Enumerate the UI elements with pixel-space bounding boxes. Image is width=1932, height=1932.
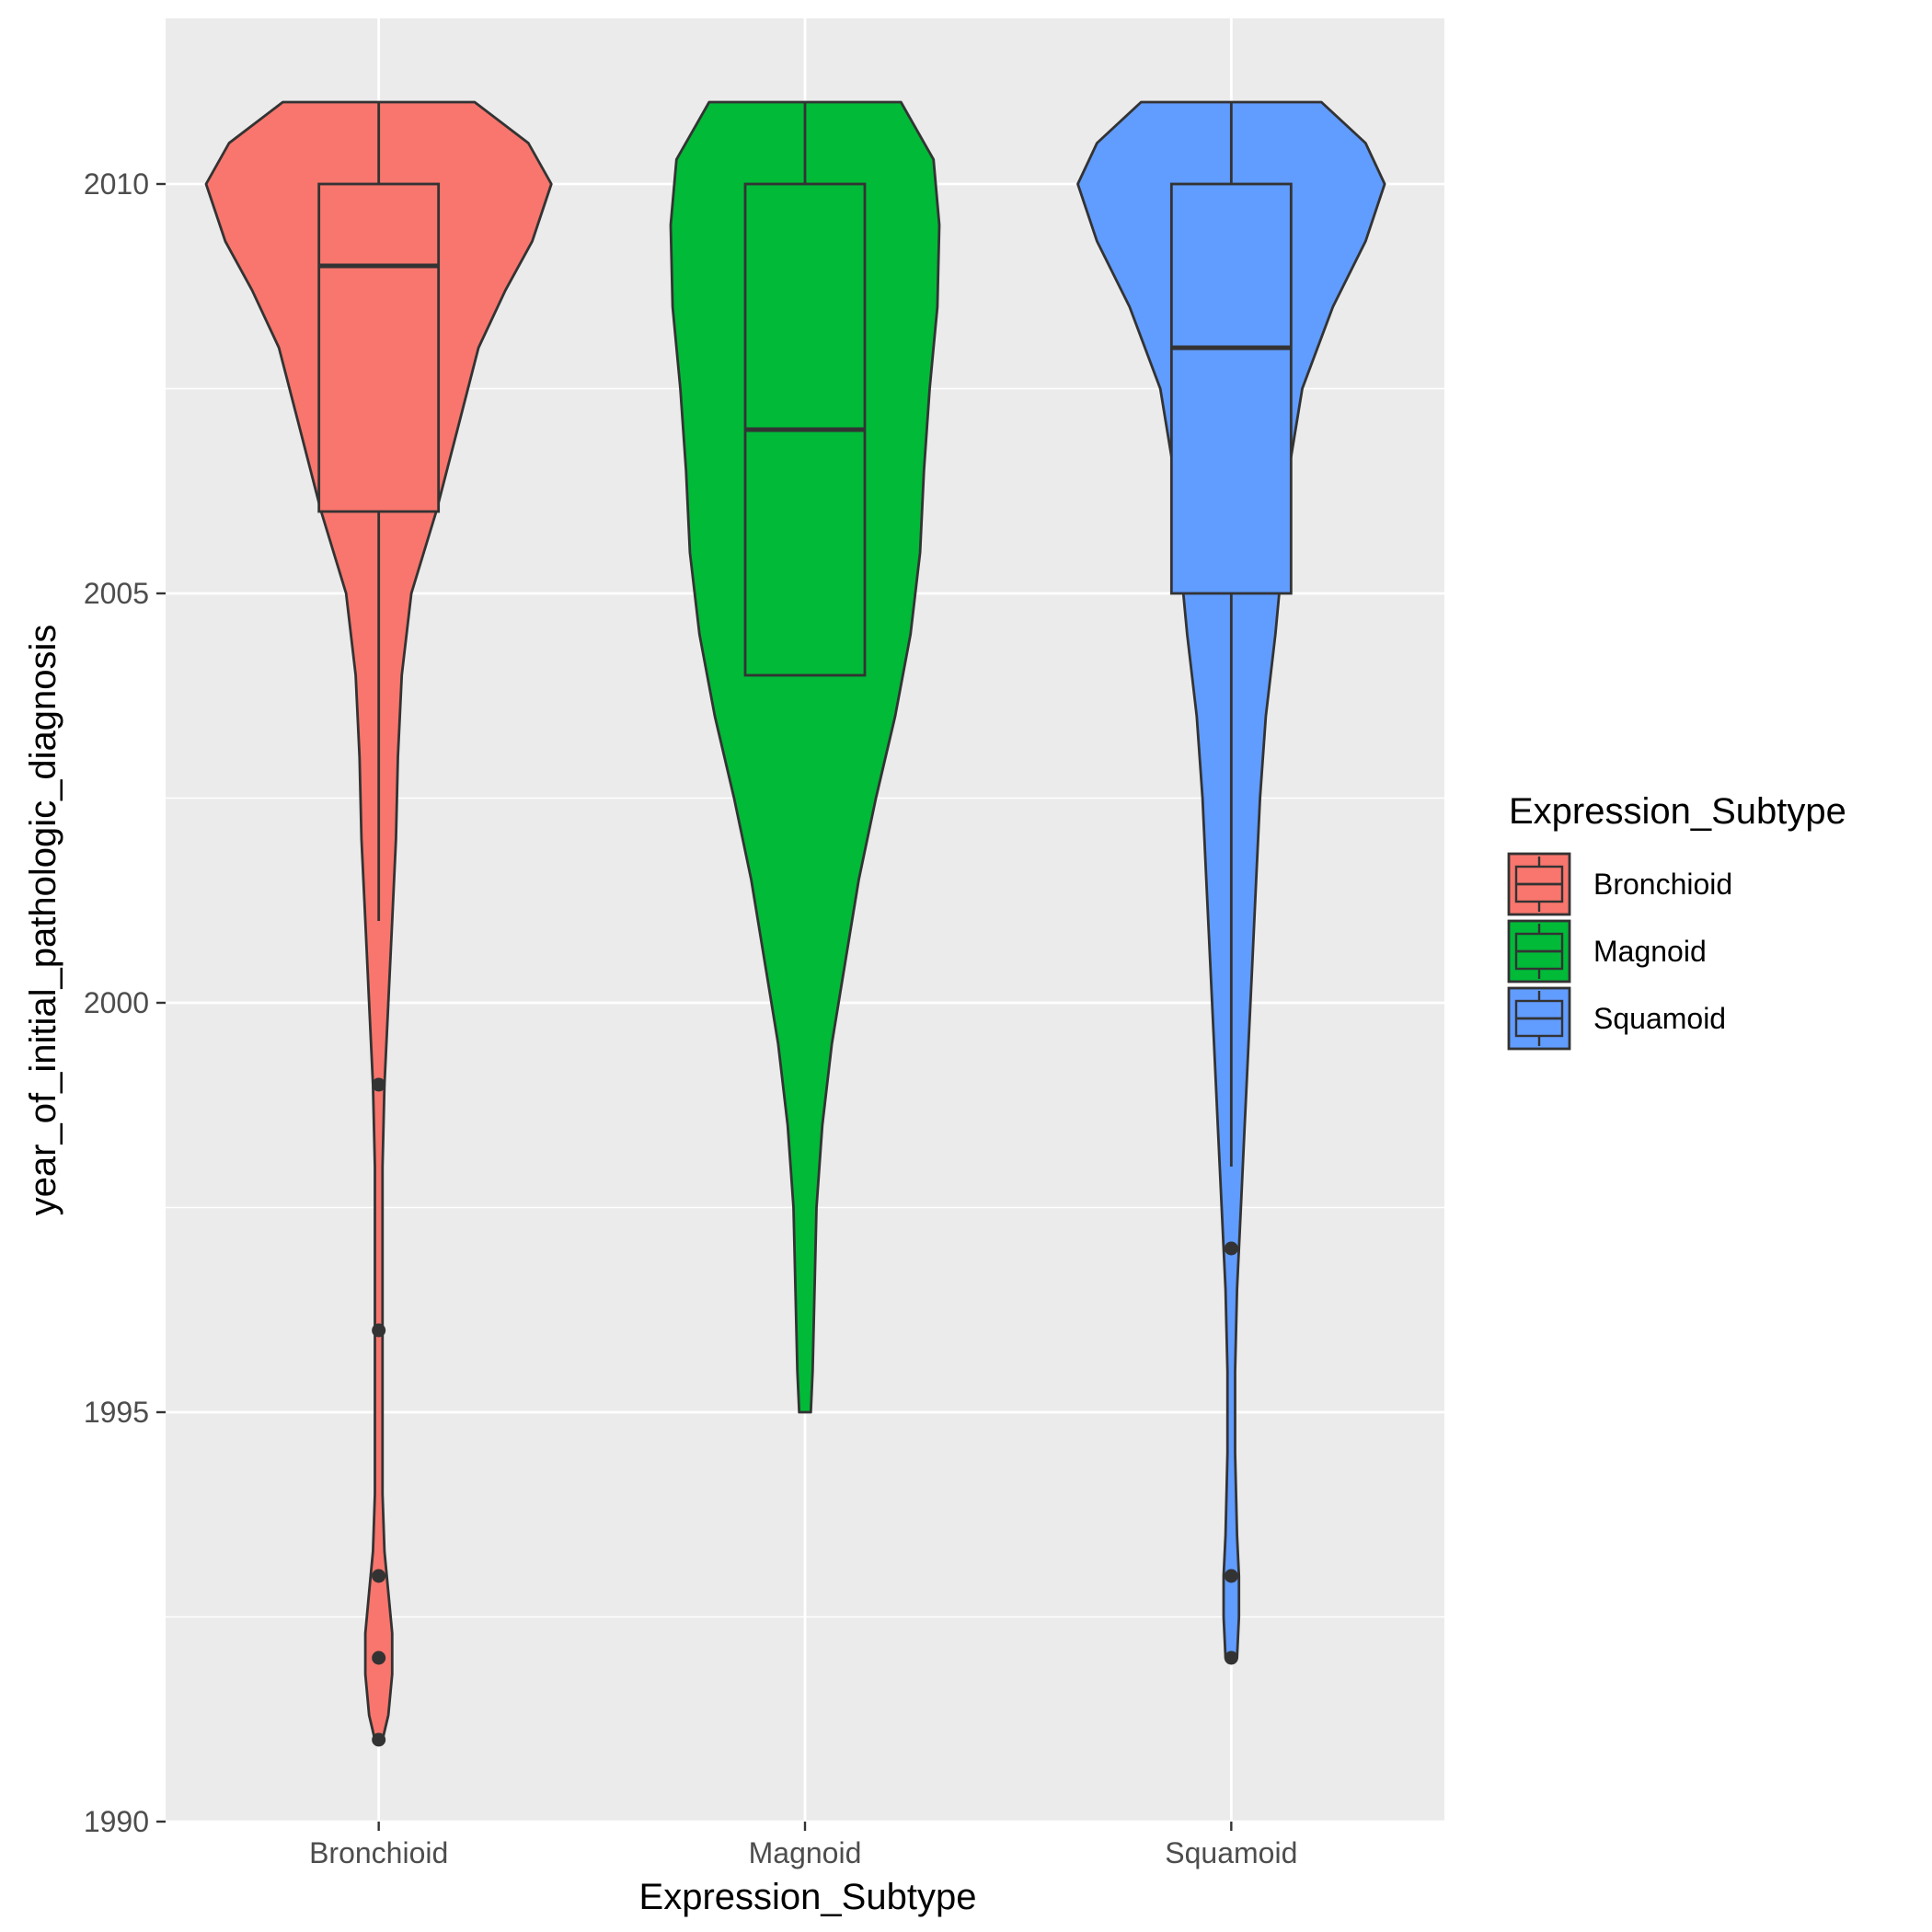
- outlier-point: [1224, 1650, 1238, 1665]
- outlier-point: [372, 1650, 386, 1665]
- x-tick-label: Bronchioid: [309, 1836, 448, 1869]
- boxplot-squamoid: [1169, 102, 1293, 1665]
- violin-magnoid: [669, 100, 941, 1414]
- y-tick-label: 1995: [84, 1396, 149, 1429]
- outlier-point: [372, 1323, 386, 1338]
- x-tick-label: Magnoid: [749, 1836, 862, 1869]
- x-tick-label: Squamoid: [1165, 1836, 1297, 1869]
- y-tick-label: 2005: [84, 577, 149, 610]
- outlier-point: [372, 1732, 386, 1747]
- boxplot-bronchioid: [317, 102, 441, 1747]
- y-axis-title: year_of_initial_pathologic_diagnosis: [23, 625, 63, 1216]
- boxplots: [317, 102, 1293, 1747]
- legend-key-magnoid: [1507, 919, 1571, 983]
- iqr-box: [1169, 182, 1293, 595]
- outlier-point: [372, 1569, 386, 1583]
- x-axis: Bronchioid Magnoid Squamoid: [309, 1822, 1297, 1869]
- boxplot-magnoid: [743, 102, 867, 677]
- outlier-point: [1224, 1569, 1238, 1583]
- y-axis: 1990 1995 2000 2005 2010: [84, 167, 166, 1838]
- legend-key-squamoid: [1507, 986, 1571, 1051]
- legend-label: Squamoid: [1593, 1002, 1726, 1035]
- outlier-point: [1224, 1241, 1238, 1256]
- iqr-box: [317, 182, 441, 513]
- y-tick-label: 2010: [84, 167, 149, 201]
- legend-label: Bronchioid: [1593, 868, 1732, 901]
- legend-key-bronchioid: [1507, 852, 1571, 916]
- y-tick-label: 2000: [84, 986, 149, 1019]
- outlier-point: [372, 1077, 386, 1092]
- legend-title: Expression_Subtype: [1509, 791, 1846, 832]
- y-tick-label: 1990: [84, 1805, 149, 1838]
- legend: Expression_Subtype Bronchioid Magnoid Squa…: [1507, 791, 1846, 1051]
- x-axis-title: Expression_Subtype: [639, 1877, 977, 1917]
- legend-label: Magnoid: [1593, 935, 1707, 968]
